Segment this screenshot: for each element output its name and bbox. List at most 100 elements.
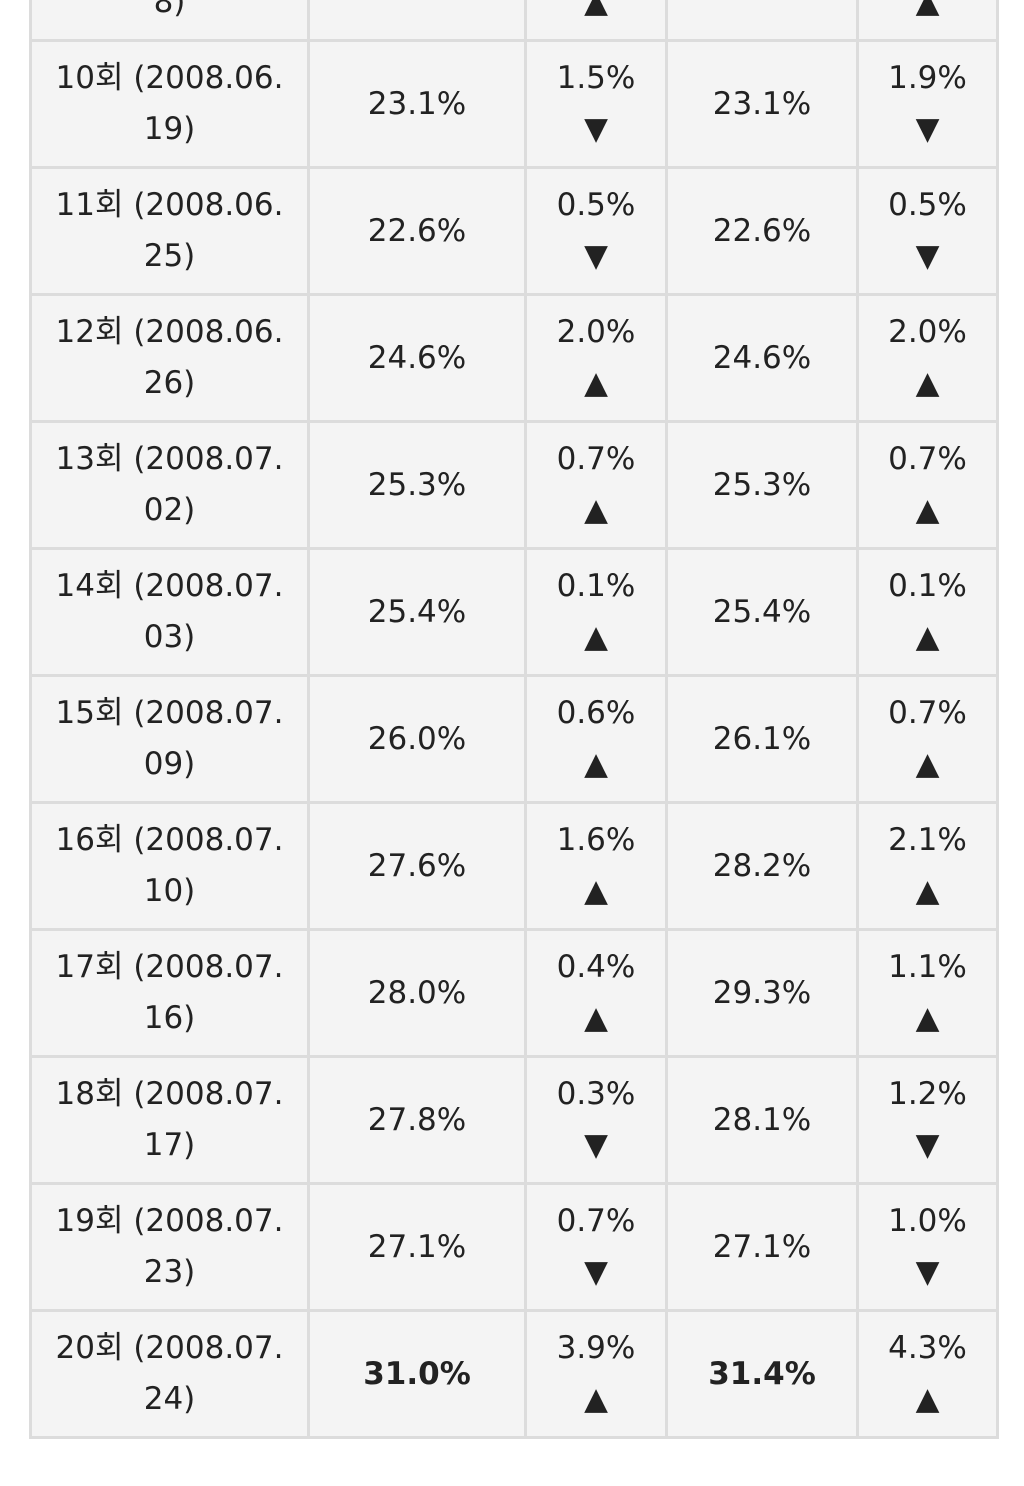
episode-text: 14회 (2008.07. bbox=[55, 568, 284, 604]
change-value: 0.1% bbox=[556, 568, 636, 604]
triangle-up-icon: ▲ bbox=[915, 1000, 940, 1036]
triangle-up-icon: ▲ bbox=[915, 619, 940, 655]
change-value: 2.0% bbox=[888, 314, 967, 350]
table-row: 12회 (2008.06. 26) 24.6% 2.0% ▲ 24.6% 2.0% ▲ bbox=[29, 293, 999, 423]
episode-cell: 16회 (2008.07. 10) bbox=[29, 801, 310, 931]
episode-cell: 20회 (2008.07. 24) bbox=[29, 1309, 310, 1439]
triangle-up-icon: ▲ bbox=[915, 492, 940, 528]
episode-text: 10) bbox=[143, 873, 196, 909]
ratings-table: 8) ▲ ▲ 10회 (2008.06. 19) 23.1% 1.5% ▼ 23.1% 1.9… bbox=[29, 0, 999, 1439]
change-value: 0.3% bbox=[556, 1076, 636, 1112]
table-row: 19회 (2008.07. 23) 27.1% 0.7% ▼ 27.1% 1.0% ▼ bbox=[29, 1182, 999, 1312]
rating-change: 4.3% ▲ bbox=[856, 1309, 999, 1439]
change-value: 1.0% bbox=[888, 1203, 967, 1239]
change-value: 0.5% bbox=[888, 187, 967, 223]
rating-change: 0.7% ▼ bbox=[524, 1182, 668, 1312]
rating-value: 27.8% bbox=[307, 1055, 527, 1185]
rating-value: 22.6% bbox=[665, 166, 859, 296]
ratings-table-body: 8) ▲ ▲ 10회 (2008.06. 19) 23.1% 1.5% ▼ 23.1% 1.9… bbox=[29, 0, 999, 1439]
rating-value: 25.4% bbox=[665, 547, 859, 677]
episode-text: 8) bbox=[153, 0, 186, 20]
triangle-up-icon: ▲ bbox=[915, 746, 940, 782]
rating-change: 0.5% ▼ bbox=[524, 166, 668, 296]
episode-text: 18회 (2008.07. bbox=[55, 1076, 284, 1112]
table-row: 10회 (2008.06. 19) 23.1% 1.5% ▼ 23.1% 1.9% ▼ bbox=[29, 39, 999, 169]
episode-cell: 18회 (2008.07. 17) bbox=[29, 1055, 310, 1185]
triangle-up-icon: ▲ bbox=[915, 365, 940, 401]
triangle-up-icon: ▲ bbox=[584, 619, 608, 655]
rating-value bbox=[665, 0, 859, 42]
table-row: 11회 (2008.06. 25) 22.6% 0.5% ▼ 22.6% 0.5% ▼ bbox=[29, 166, 999, 296]
rating-change: 2.0% ▲ bbox=[856, 293, 999, 423]
episode-text: 15회 (2008.07. bbox=[55, 695, 284, 731]
table-row: 16회 (2008.07. 10) 27.6% 1.6% ▲ 28.2% 2.1% ▲ bbox=[29, 801, 999, 931]
episode-text: 16회 (2008.07. bbox=[55, 822, 284, 858]
episode-text: 17) bbox=[143, 1127, 196, 1163]
episode-text: 11회 (2008.06. bbox=[55, 187, 284, 223]
triangle-down-icon: ▼ bbox=[584, 1127, 608, 1163]
episode-cell: 14회 (2008.07. 03) bbox=[29, 547, 310, 677]
change-value: 0.7% bbox=[888, 441, 967, 477]
triangle-down-icon: ▼ bbox=[584, 1254, 608, 1290]
rating-change: 1.5% ▼ bbox=[524, 39, 668, 169]
rating-change: 1.0% ▼ bbox=[856, 1182, 999, 1312]
rating-value: 25.3% bbox=[307, 420, 527, 550]
change-value: 0.5% bbox=[556, 187, 636, 223]
table-row: 18회 (2008.07. 17) 27.8% 0.3% ▼ 28.1% 1.2% ▼ bbox=[29, 1055, 999, 1185]
episode-text: 20회 (2008.07. bbox=[55, 1330, 284, 1366]
change-value: 4.3% bbox=[888, 1330, 967, 1366]
rating-value: 24.6% bbox=[665, 293, 859, 423]
table-row: 15회 (2008.07. 09) 26.0% 0.6% ▲ 26.1% 0.7% ▲ bbox=[29, 674, 999, 804]
rating-value: 28.1% bbox=[665, 1055, 859, 1185]
change-value: 0.6% bbox=[556, 695, 636, 731]
change-value: 0.1% bbox=[888, 568, 967, 604]
rating-value: 28.0% bbox=[307, 928, 527, 1058]
episode-text: 03) bbox=[143, 619, 196, 655]
triangle-up-icon: ▲ bbox=[584, 873, 608, 909]
triangle-up-icon: ▲ bbox=[584, 365, 608, 401]
change-value: 0.7% bbox=[556, 1203, 636, 1239]
rating-value: 27.6% bbox=[307, 801, 527, 931]
rating-value: 26.0% bbox=[307, 674, 527, 804]
table-row: 8) ▲ ▲ bbox=[29, 0, 999, 42]
change-value: 1.9% bbox=[888, 60, 967, 96]
rating-value: 23.1% bbox=[307, 39, 527, 169]
rating-change: 2.1% ▲ bbox=[856, 801, 999, 931]
episode-cell: 12회 (2008.06. 26) bbox=[29, 293, 310, 423]
episode-cell: 13회 (2008.07. 02) bbox=[29, 420, 310, 550]
triangle-down-icon: ▼ bbox=[584, 111, 608, 147]
episode-text: 23) bbox=[143, 1254, 196, 1290]
rating-value: 28.2% bbox=[665, 801, 859, 931]
rating-value: 22.6% bbox=[307, 166, 527, 296]
episode-text: 10회 (2008.06. bbox=[55, 60, 284, 96]
triangle-up-icon: ▲ bbox=[584, 746, 608, 782]
episode-text: 19회 (2008.07. bbox=[55, 1203, 284, 1239]
rating-value: 23.1% bbox=[665, 39, 859, 169]
rating-value: 26.1% bbox=[665, 674, 859, 804]
table-row: 20회 (2008.07. 24) 31.0% 3.9% ▲ 31.4% 4.3% ▲ bbox=[29, 1309, 999, 1439]
rating-value: 24.6% bbox=[307, 293, 527, 423]
rating-change: 0.7% ▲ bbox=[856, 420, 999, 550]
episode-cell: 19회 (2008.07. 23) bbox=[29, 1182, 310, 1312]
rating-value: 25.3% bbox=[665, 420, 859, 550]
triangle-up-icon: ▲ bbox=[584, 0, 608, 20]
rating-change: 0.3% ▼ bbox=[524, 1055, 668, 1185]
triangle-up-icon: ▲ bbox=[584, 1381, 608, 1417]
table-row: 14회 (2008.07. 03) 25.4% 0.1% ▲ 25.4% 0.1% ▲ bbox=[29, 547, 999, 677]
change-value: 0.4% bbox=[556, 949, 636, 985]
episode-text: 25) bbox=[143, 238, 196, 274]
rating-change: 0.7% ▲ bbox=[856, 674, 999, 804]
episode-cell: 11회 (2008.06. 25) bbox=[29, 166, 310, 296]
triangle-down-icon: ▼ bbox=[915, 1254, 940, 1290]
triangle-up-icon: ▲ bbox=[584, 1000, 608, 1036]
table-row: 17회 (2008.07. 16) 28.0% 0.4% ▲ 29.3% 1.1% ▲ bbox=[29, 928, 999, 1058]
rating-value: 27.1% bbox=[665, 1182, 859, 1312]
change-value: 1.6% bbox=[556, 822, 636, 858]
rating-value: 25.4% bbox=[307, 547, 527, 677]
rating-change: 0.1% ▲ bbox=[524, 547, 668, 677]
rating-change: 0.6% ▲ bbox=[524, 674, 668, 804]
triangle-down-icon: ▼ bbox=[915, 1127, 940, 1163]
rating-value: 31.4% bbox=[665, 1309, 859, 1439]
triangle-down-icon: ▼ bbox=[584, 238, 608, 274]
change-value: 0.7% bbox=[556, 441, 636, 477]
